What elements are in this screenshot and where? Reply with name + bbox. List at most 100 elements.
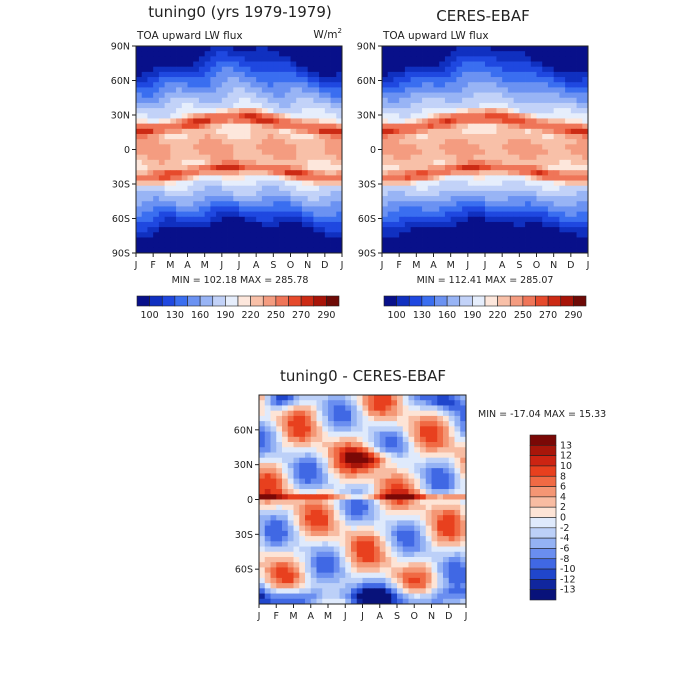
heatmap-cell: [496, 227, 503, 233]
heatmap-cell: [176, 77, 183, 83]
heatmap-cell: [439, 185, 446, 192]
heatmap-cell: [391, 504, 398, 511]
heatmap-cell: [290, 87, 297, 93]
heatmap-cell: [299, 447, 306, 453]
heatmap-cell: [379, 515, 386, 521]
heatmap-cell: [485, 185, 492, 192]
heatmap-cell: [368, 431, 375, 438]
heatmap-cell: [485, 247, 492, 254]
heatmap-cell: [485, 87, 492, 93]
heatmap-cell: [570, 113, 577, 119]
heatmap-cell: [261, 139, 269, 145]
heatmap-cell: [437, 473, 444, 480]
heatmap-cell: [513, 139, 520, 145]
heatmap-cell: [536, 97, 543, 104]
heatmap-cell: [176, 46, 183, 52]
heatmap-cell: [267, 180, 274, 187]
heatmap-cell: [362, 520, 369, 527]
heatmap-cell: [462, 66, 469, 73]
heatmap-cell: [141, 211, 148, 218]
colorbar-label: -13: [560, 585, 576, 596]
heatmap-cell: [414, 546, 421, 553]
heatmap-cell: [290, 92, 297, 99]
heatmap-cell: [339, 520, 346, 527]
heatmap-cell: [279, 113, 286, 119]
heatmap-cell: [490, 185, 497, 192]
heatmap-cell: [284, 97, 291, 104]
heatmap-cell: [279, 118, 286, 125]
heatmap-cell: [176, 102, 183, 109]
colorbar-swatch: [161, 295, 176, 307]
heatmap-cell: [467, 123, 474, 130]
heatmap-cell: [244, 149, 251, 156]
heatmap-cell: [282, 431, 289, 438]
heatmap-cell: [402, 588, 409, 594]
heatmap-cell: [414, 515, 421, 521]
heatmap-cell: [444, 71, 452, 78]
heatmap-cell: [310, 462, 317, 469]
heatmap-cell: [187, 247, 194, 254]
heatmap-cell: [379, 426, 386, 432]
heatmap-cell: [136, 102, 143, 109]
heatmap-cell: [290, 175, 297, 181]
heatmap-cell: [420, 509, 427, 516]
heatmap-cell: [473, 216, 480, 223]
heatmap-cell: [187, 108, 194, 114]
heatmap-cell: [270, 504, 277, 511]
heatmap-cell: [301, 227, 309, 233]
heatmap-cell: [153, 123, 160, 130]
heatmap-cell: [276, 530, 283, 537]
heatmap-cell: [420, 447, 427, 453]
heatmap-cell: [216, 216, 223, 223]
heatmap-cell: [319, 237, 326, 244]
heatmap-cell: [216, 190, 223, 197]
heatmap-cell: [259, 593, 266, 600]
heatmap-cell: [333, 520, 340, 527]
heatmap-cell: [408, 421, 415, 427]
heatmap-cell: [279, 206, 286, 212]
heatmap-cell: [422, 232, 429, 238]
heatmap-cell: [287, 593, 294, 600]
heatmap-cell: [420, 483, 427, 490]
heatmap-cell: [299, 494, 306, 500]
heatmap-cell: [328, 483, 335, 490]
heatmap-cell: [296, 82, 303, 88]
heatmap-cell: [287, 562, 294, 568]
heatmap-cell: [536, 232, 543, 238]
heatmap-cell: [368, 536, 375, 542]
heatmap-cell: [264, 593, 271, 600]
heatmap-cell: [256, 206, 263, 212]
colorbar-swatch: [509, 295, 524, 307]
heatmap-cell: [422, 190, 429, 197]
heatmap-cell: [542, 77, 549, 83]
heatmap-cell: [250, 232, 257, 238]
heatmap-cell: [313, 46, 320, 52]
heatmap-cell: [408, 483, 415, 490]
heatmap-cell: [250, 123, 257, 130]
heatmap-cell: [460, 509, 467, 516]
heatmap-cell: [443, 536, 450, 542]
heatmap-cell: [402, 520, 409, 527]
heatmap-cell: [333, 395, 340, 401]
heatmap-cell: [399, 227, 406, 233]
heatmap-cell: [170, 216, 177, 223]
y-tick-label: 30N: [234, 460, 253, 471]
heatmap-cell: [345, 473, 352, 480]
heatmap-cell: [547, 133, 555, 140]
heatmap-cell: [379, 583, 386, 589]
heatmap-cell: [267, 128, 274, 135]
heatmap-cell: [404, 51, 412, 57]
heatmap-cell: [393, 247, 400, 254]
heatmap-cell: [187, 102, 194, 109]
colorbar-swatch: [529, 496, 557, 508]
heatmap-cell: [582, 128, 589, 135]
heatmap-cell: [530, 196, 537, 202]
heatmap-cell: [513, 77, 520, 83]
heatmap-cell: [565, 77, 572, 83]
heatmap-cell: [296, 123, 303, 130]
heatmap-cell: [310, 457, 317, 464]
heatmap-cell: [439, 133, 446, 140]
heatmap-cell: [147, 154, 154, 161]
heatmap-cell: [490, 82, 497, 88]
heatmap-cell: [147, 227, 154, 233]
